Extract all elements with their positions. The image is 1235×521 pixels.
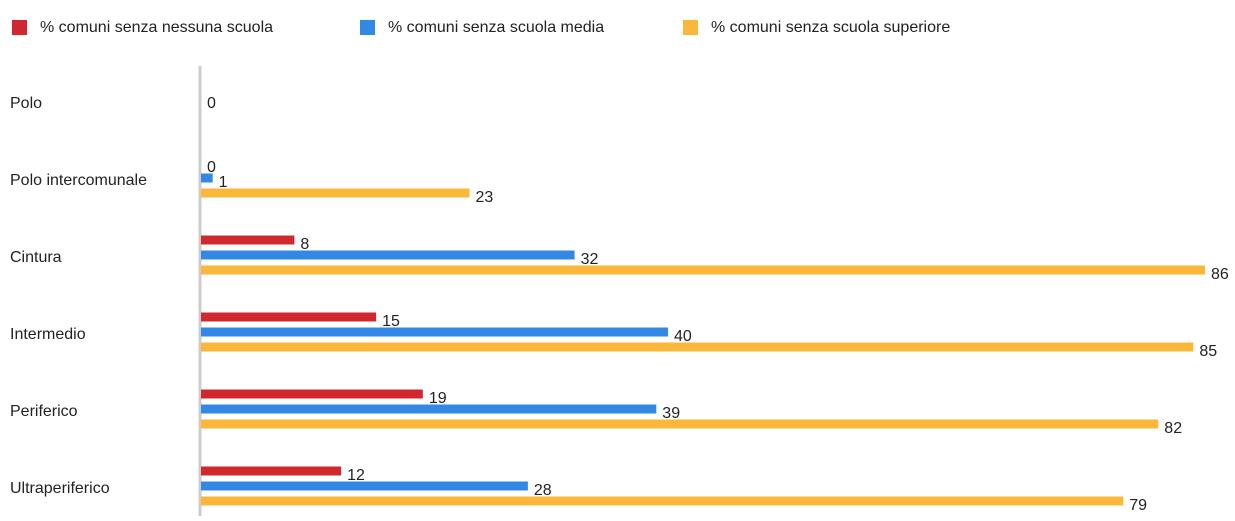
bar xyxy=(201,342,1194,352)
bar xyxy=(201,389,423,399)
bar xyxy=(201,173,213,183)
value-label: 15 xyxy=(382,313,400,330)
bar xyxy=(201,481,528,491)
bar xyxy=(201,188,470,198)
legend-label: % comuni senza scuola superiore xyxy=(711,19,950,36)
legend-label: % comuni senza nessuna scuola xyxy=(40,19,273,36)
value-label: 23 xyxy=(476,189,494,206)
value-label: 28 xyxy=(534,482,552,499)
bar xyxy=(201,235,295,245)
category-label: Periferico xyxy=(10,403,78,420)
legend-swatch xyxy=(12,20,27,35)
bar xyxy=(201,265,1205,275)
category-label: Intermedio xyxy=(10,326,86,343)
value-label: 12 xyxy=(347,467,365,484)
legend-swatch xyxy=(683,20,698,35)
bar xyxy=(201,419,1159,429)
value-label: 0 xyxy=(207,159,216,176)
legend-label: % comuni senza scuola media xyxy=(388,19,604,36)
bar xyxy=(201,327,668,337)
category-label: Ultraperiferico xyxy=(10,480,110,497)
value-label: 1 xyxy=(219,174,228,191)
bar xyxy=(201,250,575,260)
value-label: 19 xyxy=(429,390,447,407)
bar xyxy=(201,404,657,414)
bar xyxy=(201,466,342,476)
bar xyxy=(201,496,1124,506)
value-label: 32 xyxy=(581,251,599,268)
value-label: 86 xyxy=(1211,266,1229,283)
value-label: 8 xyxy=(300,236,309,253)
category-label: Cintura xyxy=(10,249,62,266)
value-label: 0 xyxy=(207,95,216,112)
category-label: Polo intercomunale xyxy=(10,172,147,189)
category-label: Polo xyxy=(10,95,42,112)
value-label: 79 xyxy=(1129,497,1147,514)
value-label: 85 xyxy=(1199,343,1217,360)
value-label: 82 xyxy=(1164,420,1182,437)
legend-swatch xyxy=(360,20,375,35)
value-label: 40 xyxy=(674,328,692,345)
value-label: 39 xyxy=(662,405,680,422)
bar xyxy=(201,312,377,322)
